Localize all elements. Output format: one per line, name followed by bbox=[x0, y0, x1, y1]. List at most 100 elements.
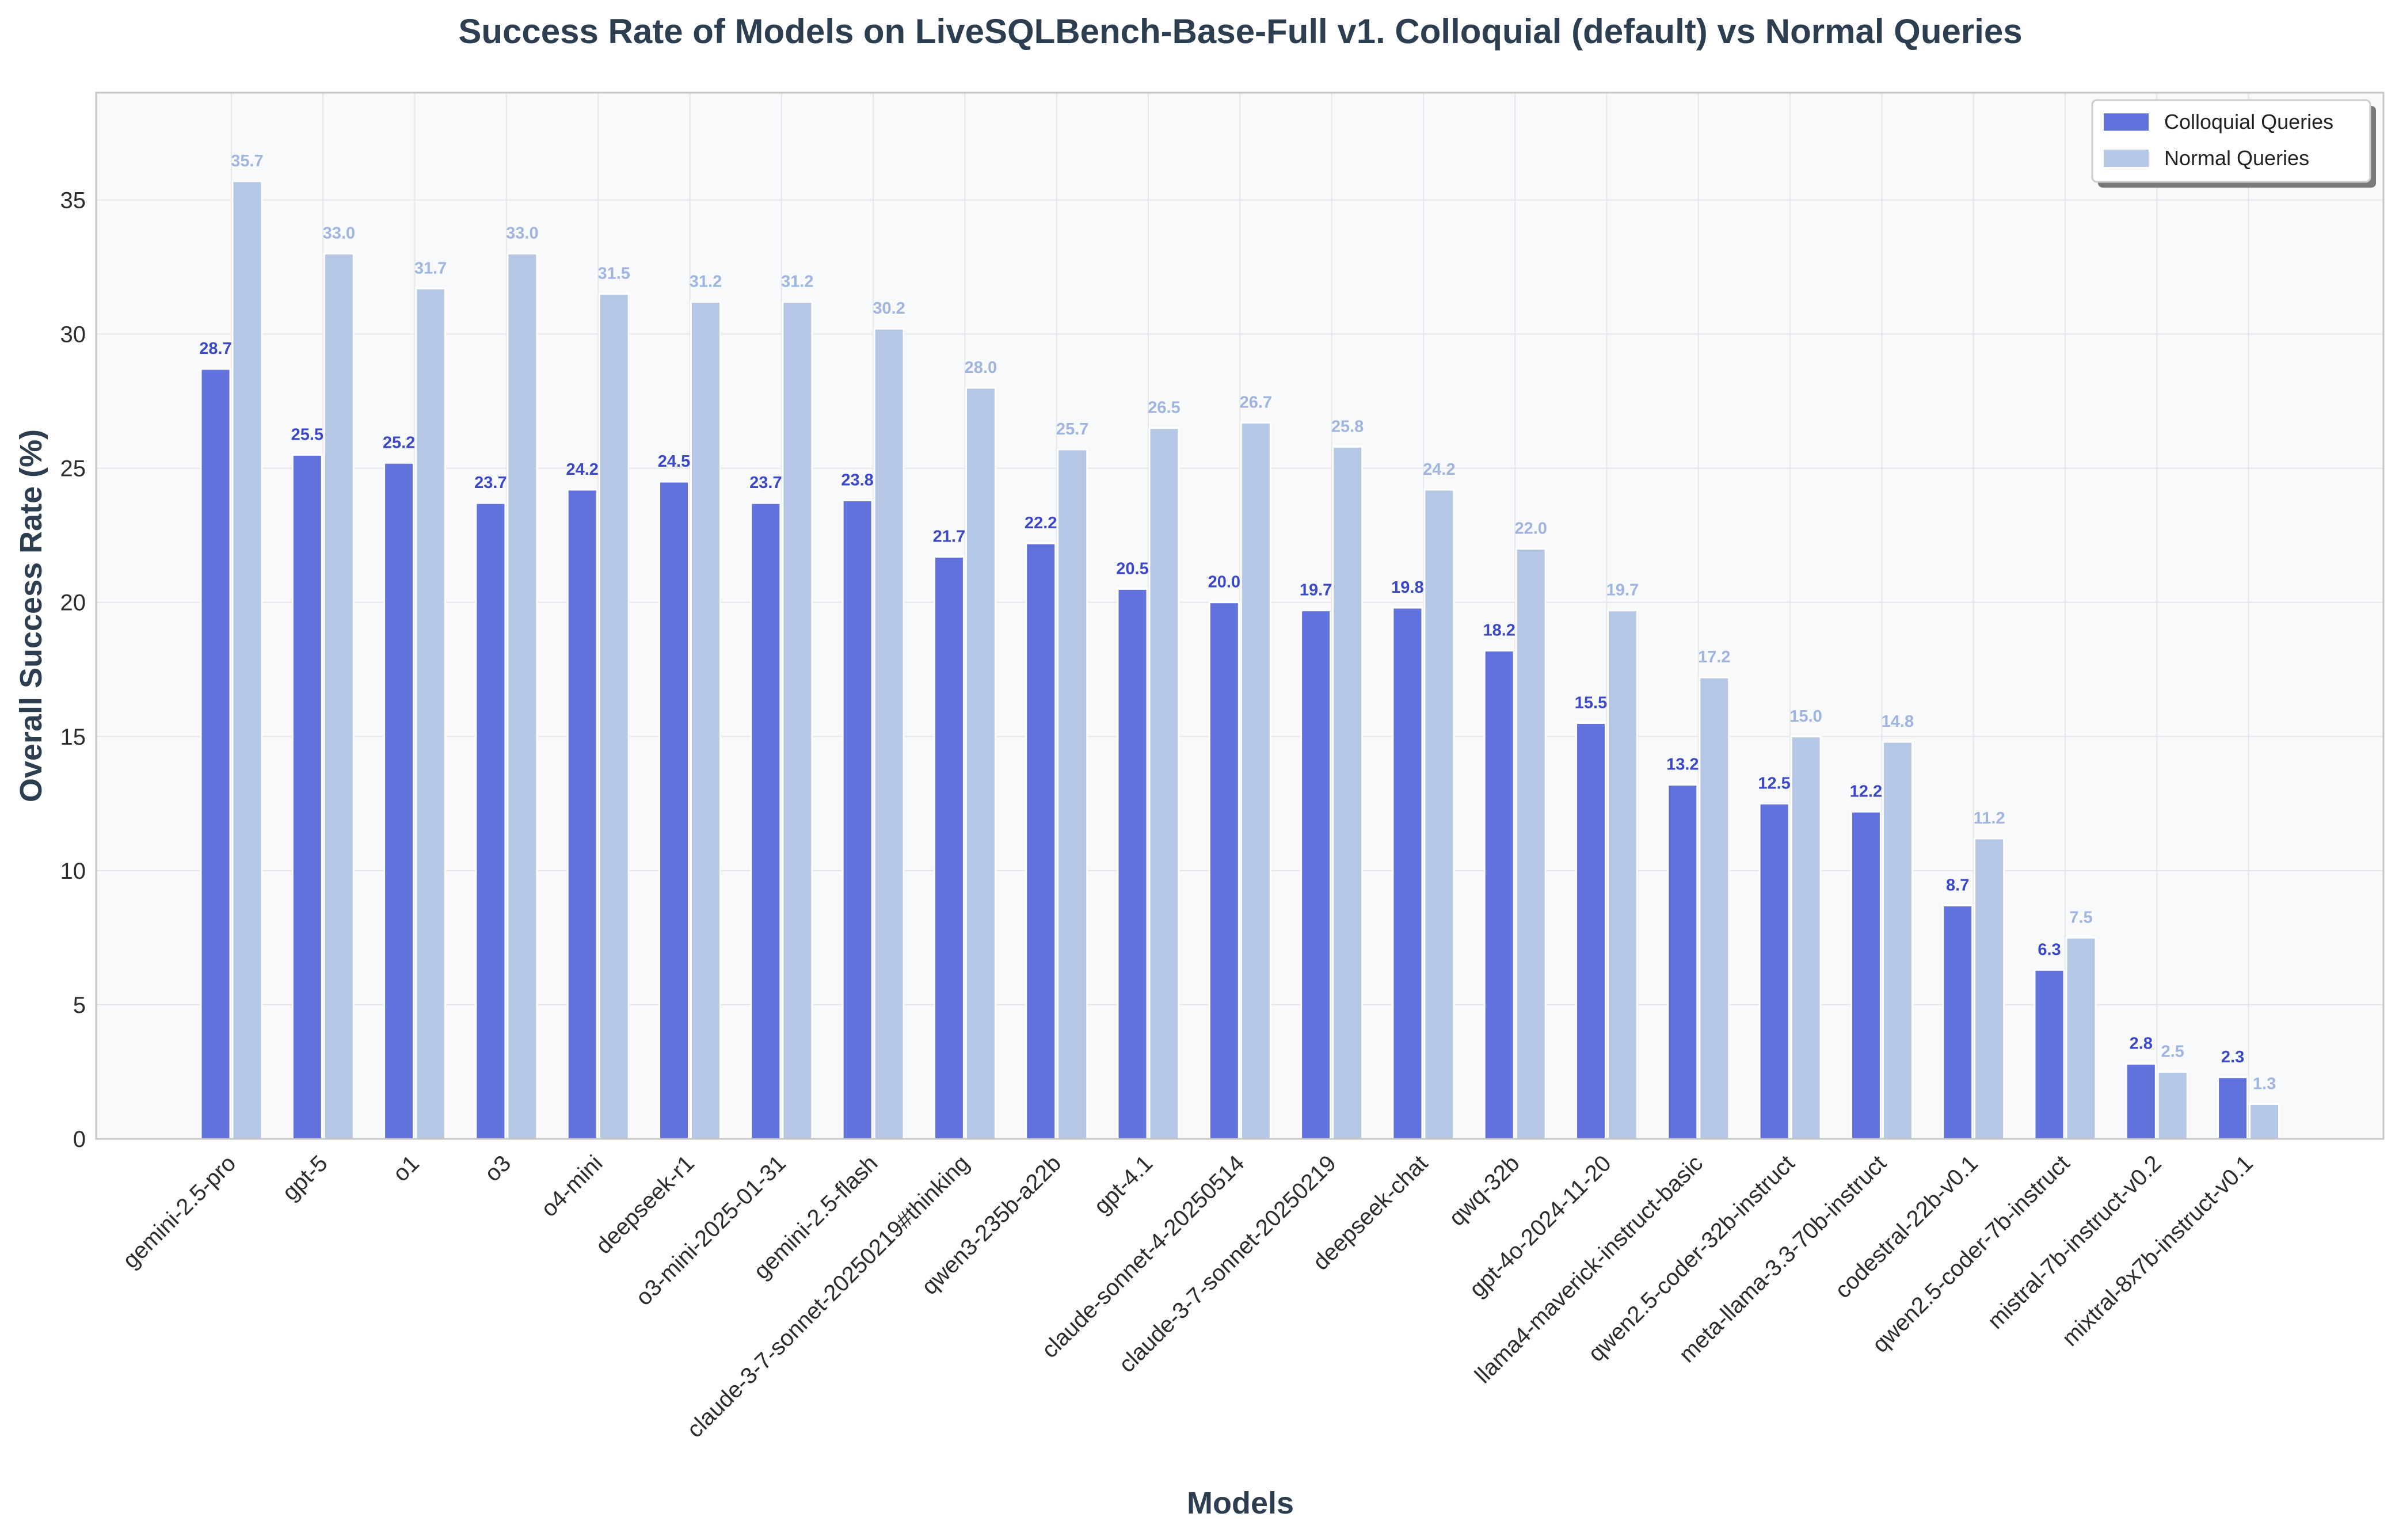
data-label-colloquial: 19.8 bbox=[1391, 578, 1423, 597]
data-label-colloquial: 13.2 bbox=[1666, 756, 1699, 774]
data-label-normal: 31.2 bbox=[690, 273, 722, 291]
bar-normal bbox=[965, 387, 996, 1140]
bars bbox=[200, 180, 2280, 1140]
data-label-colloquial: 2.3 bbox=[2221, 1048, 2244, 1066]
y-tick-label: 35 bbox=[60, 188, 86, 213]
bar-colloquial bbox=[841, 500, 873, 1140]
legend-swatch-normal bbox=[2104, 150, 2149, 167]
data-label-colloquial: 20.5 bbox=[1116, 559, 1148, 578]
bar-normal bbox=[1882, 741, 1913, 1140]
y-tick-label: 25 bbox=[60, 456, 86, 482]
legend-box bbox=[2091, 99, 2371, 183]
data-label-normal: 1.3 bbox=[2253, 1074, 2276, 1093]
y-axis-label: Overall Success Rate (%) bbox=[14, 429, 48, 802]
bar-normal bbox=[782, 301, 813, 1140]
legend: Colloquial Queries Normal Queries bbox=[2091, 99, 2376, 188]
y-tick-label: 30 bbox=[60, 322, 86, 348]
data-label-colloquial: 18.2 bbox=[1483, 622, 1515, 640]
bar-normal bbox=[415, 287, 447, 1140]
data-label-normal: 15.0 bbox=[1789, 707, 1822, 726]
x-axis-label: Models bbox=[1187, 1486, 1294, 1520]
data-label-normal: 7.5 bbox=[2069, 908, 2092, 927]
bar-normal bbox=[231, 180, 263, 1140]
bar-colloquial bbox=[658, 481, 690, 1140]
bar-colloquial bbox=[2034, 969, 2065, 1140]
y-tick-label: 0 bbox=[73, 1127, 86, 1152]
y-tick-label: 10 bbox=[60, 859, 86, 884]
bar-normal bbox=[1423, 489, 1455, 1140]
bar-colloquial bbox=[1483, 650, 1515, 1140]
data-label-normal: 33.0 bbox=[323, 224, 355, 243]
bar-colloquial bbox=[383, 462, 415, 1140]
data-label-colloquial: 12.5 bbox=[1758, 774, 1790, 792]
bar-normal bbox=[1515, 547, 1547, 1140]
bar-colloquial bbox=[2125, 1062, 2157, 1140]
data-label-colloquial: 20.0 bbox=[1208, 573, 1240, 592]
bar-colloquial bbox=[566, 489, 598, 1140]
data-label-normal: 26.5 bbox=[1148, 399, 1180, 417]
bar-colloquial bbox=[1208, 601, 1240, 1140]
bar-colloquial bbox=[750, 502, 782, 1140]
y-tick-label: 15 bbox=[60, 725, 86, 750]
bar-normal bbox=[2065, 936, 2097, 1140]
data-label-colloquial: 22.2 bbox=[1025, 514, 1057, 532]
bar-normal bbox=[1240, 421, 1271, 1140]
bar-normal bbox=[323, 253, 355, 1140]
y-tick-label: 20 bbox=[60, 590, 86, 616]
data-label-normal: 28.0 bbox=[965, 359, 997, 377]
data-label-colloquial: 15.5 bbox=[1575, 693, 1607, 712]
data-label-normal: 26.7 bbox=[1240, 393, 1272, 411]
data-label-normal: 33.0 bbox=[506, 224, 538, 243]
data-label-normal: 19.7 bbox=[1606, 581, 1639, 600]
bar-normal bbox=[2157, 1070, 2188, 1140]
bar-normal bbox=[1148, 427, 1180, 1140]
data-label-colloquial: 24.5 bbox=[658, 452, 690, 471]
legend-label-normal: Normal Queries bbox=[2164, 146, 2309, 170]
bar-normal bbox=[598, 293, 630, 1140]
bar-colloquial bbox=[1117, 588, 1148, 1140]
plot-frame bbox=[95, 92, 2385, 1140]
data-label-normal: 17.2 bbox=[1698, 648, 1730, 666]
data-label-normal: 14.8 bbox=[1882, 712, 1914, 731]
data-label-normal: 35.7 bbox=[231, 152, 263, 170]
y-tick-label: 5 bbox=[73, 993, 86, 1018]
bar-normal bbox=[1332, 445, 1364, 1140]
data-label-colloquial: 8.7 bbox=[1946, 876, 1969, 894]
data-label-colloquial: 25.2 bbox=[383, 433, 415, 452]
data-label-colloquial: 6.3 bbox=[2038, 940, 2061, 959]
bar-colloquial bbox=[1025, 542, 1057, 1140]
bar-colloquial bbox=[475, 502, 507, 1140]
data-label-colloquial: 19.7 bbox=[1300, 581, 1332, 600]
legend-label-colloquial: Colloquial Queries bbox=[2164, 110, 2333, 134]
bar-colloquial bbox=[1392, 607, 1423, 1140]
data-label-colloquial: 25.5 bbox=[291, 425, 323, 444]
bar-normal bbox=[1974, 837, 2005, 1140]
bar-normal bbox=[873, 327, 905, 1140]
data-label-colloquial: 23.8 bbox=[841, 471, 873, 490]
data-label-normal: 31.7 bbox=[414, 259, 447, 277]
bar-normal bbox=[2249, 1103, 2280, 1140]
bar-colloquial bbox=[1758, 802, 1790, 1140]
data-label-colloquial: 12.2 bbox=[1850, 782, 1882, 801]
data-label-normal: 11.2 bbox=[1974, 809, 2005, 828]
data-label-normal: 25.8 bbox=[1331, 417, 1364, 436]
bar-colloquial bbox=[1667, 784, 1699, 1140]
data-label-colloquial: 28.7 bbox=[199, 340, 231, 358]
bar-colloquial bbox=[1942, 904, 1974, 1140]
data-label-colloquial: 23.7 bbox=[474, 474, 507, 492]
data-label-normal: 24.2 bbox=[1423, 460, 1455, 479]
bar-colloquial bbox=[2217, 1076, 2249, 1140]
bar-normal bbox=[690, 301, 721, 1140]
legend-swatch-colloquial bbox=[2104, 113, 2149, 131]
data-labels: 28.7 25.5 25.2 23.7 24.2 24.5 23.7 23.8 21.7 22.2… bbox=[199, 152, 2276, 1093]
bar-colloquial bbox=[1300, 609, 1332, 1140]
y-axis-ticks: 0 5 10 15 20 25 30 35 bbox=[60, 188, 86, 1152]
data-label-normal: 31.2 bbox=[781, 273, 813, 291]
chart-title: Success Rate of Models on LiveSQLBench-B… bbox=[458, 12, 2022, 51]
bar-normal bbox=[1057, 448, 1088, 1140]
bar-colloquial bbox=[933, 555, 965, 1140]
data-label-normal: 2.5 bbox=[2161, 1042, 2184, 1061]
bar-colloquial bbox=[200, 368, 231, 1140]
data-label-colloquial: 24.2 bbox=[566, 460, 598, 479]
